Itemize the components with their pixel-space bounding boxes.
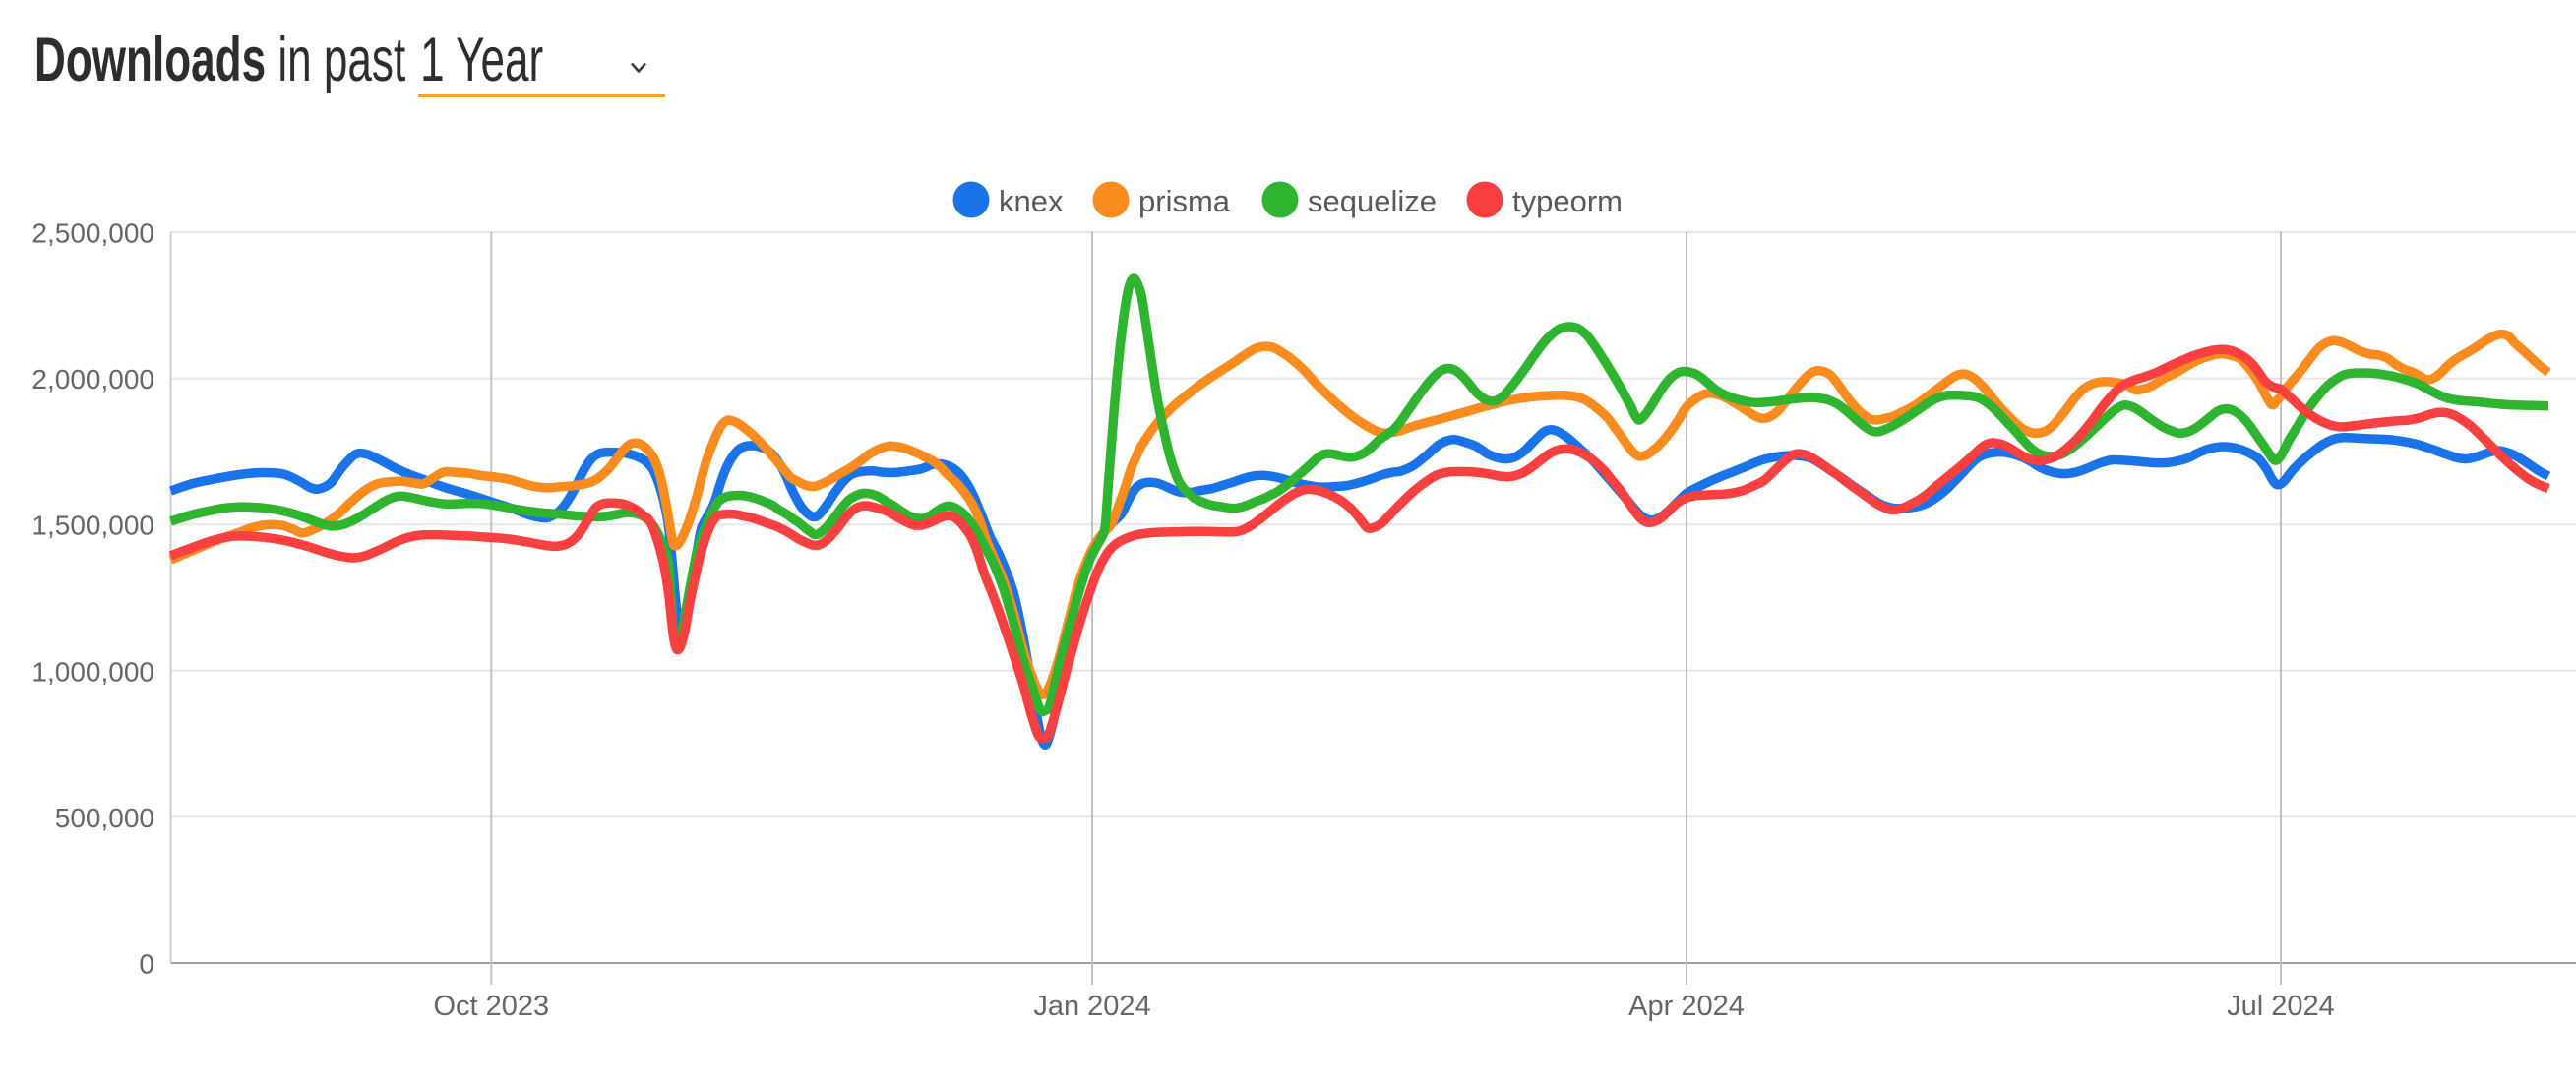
svg-text:knex: knex <box>999 184 1064 218</box>
svg-text:typeorm: typeorm <box>1512 184 1623 218</box>
svg-text:Jul 2024: Jul 2024 <box>2227 991 2335 1022</box>
svg-text:1,500,000: 1,500,000 <box>31 511 154 541</box>
svg-text:Oct 2023: Oct 2023 <box>433 991 549 1022</box>
svg-text:0: 0 <box>139 949 154 980</box>
svg-text:Jan 2024: Jan 2024 <box>1033 991 1150 1022</box>
svg-text:2,500,000: 2,500,000 <box>31 218 154 249</box>
svg-text:sequelize: sequelize <box>1308 184 1437 218</box>
svg-text:500,000: 500,000 <box>55 803 154 833</box>
svg-text:2,000,000: 2,000,000 <box>31 364 154 394</box>
svg-text:1,000,000: 1,000,000 <box>31 656 154 687</box>
svg-text:Apr 2024: Apr 2024 <box>1628 991 1745 1022</box>
svg-text:prisma: prisma <box>1138 184 1231 218</box>
